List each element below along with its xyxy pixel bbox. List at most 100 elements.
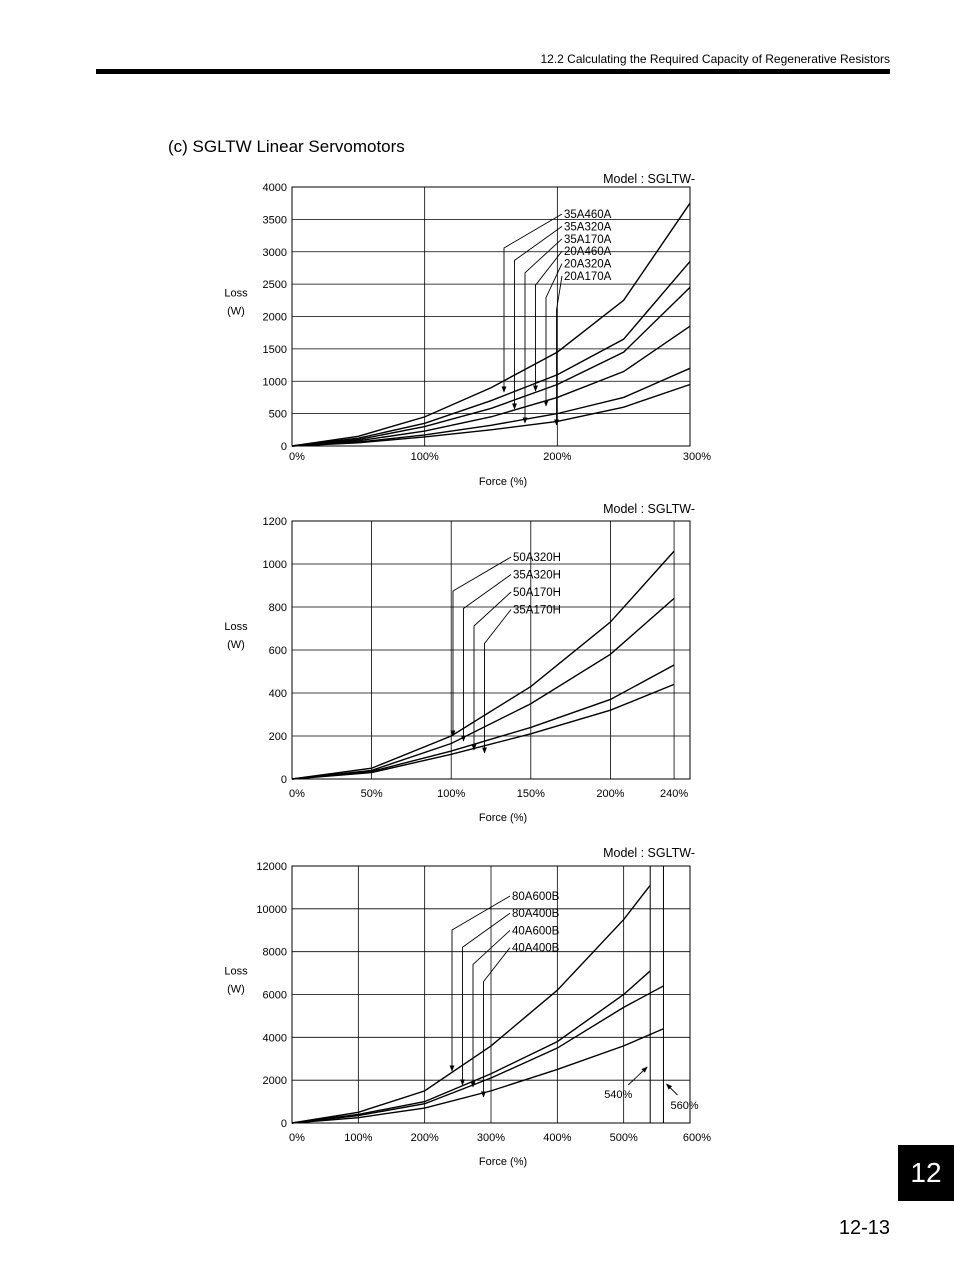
y-axis-label: Loss xyxy=(224,288,248,300)
x-tick-label: 150% xyxy=(517,788,545,800)
series-leader-40A600B xyxy=(470,930,511,1088)
series-label-35A170A: 35A170A xyxy=(564,234,612,246)
y-tick-label: 0 xyxy=(281,1118,287,1130)
series-leader-80A400B xyxy=(459,912,511,1086)
series-line-35A170H xyxy=(291,683,675,780)
x-tick-label: 500% xyxy=(610,1132,638,1144)
series-leader-20A170A xyxy=(553,275,563,426)
y-axis-unit: (W) xyxy=(227,306,245,318)
series-line-80A600B xyxy=(291,884,651,1124)
x-tick-label: 100% xyxy=(344,1132,372,1144)
x-tick-label: 200% xyxy=(596,788,624,800)
y-tick-label: 200 xyxy=(269,731,287,743)
series-leader-35A460A xyxy=(501,213,563,393)
series-line-40A600B xyxy=(291,985,664,1124)
series-label-80A600B: 80A600B xyxy=(512,891,560,903)
series-line-50A320H xyxy=(291,550,675,780)
loss-chart-b-series: 0 2000 4000 6000 8000 10000 12000 0% 100% 200% 300… xyxy=(224,846,711,1168)
page-number: 12-13 xyxy=(838,1217,890,1239)
x-tick-label: 300% xyxy=(477,1132,505,1144)
series-leader-35A170H xyxy=(481,609,512,754)
x-tick-label: 0% xyxy=(289,788,305,800)
series-line-50A170H xyxy=(291,664,675,780)
y-axis-label: Loss xyxy=(224,621,248,633)
y-tick-label: 400 xyxy=(269,688,287,700)
series-line-20A320A xyxy=(291,367,691,447)
series-line-20A170A xyxy=(291,383,691,447)
x-tick-label: 400% xyxy=(543,1132,571,1144)
x-tick-label: 100% xyxy=(411,451,439,463)
series-label-20A170A: 20A170A xyxy=(564,271,612,283)
series-leader-35A170A xyxy=(522,238,563,424)
series-label-35A170H: 35A170H xyxy=(513,605,561,617)
x-tick-label: 0% xyxy=(289,1132,305,1144)
y-tick-label: 0 xyxy=(281,441,287,453)
x-axis-label: Force (%) xyxy=(479,476,527,488)
x-tick-label: 240% xyxy=(660,788,688,800)
plot-frame xyxy=(291,865,691,1124)
model-label: Model : SGLTW- xyxy=(603,172,695,186)
series-label-35A460A: 35A460A xyxy=(564,209,612,221)
x-tick-label: 50% xyxy=(361,788,383,800)
series-label-50A170H: 50A170H xyxy=(513,587,561,599)
y-tick-label: 2500 xyxy=(263,279,287,291)
x-axis-label: Force (%) xyxy=(479,1156,527,1168)
plot-frame xyxy=(291,520,691,780)
series-leader-40A400B xyxy=(480,947,511,1098)
model-label: Model : SGLTW- xyxy=(603,502,695,516)
y-tick-label: 500 xyxy=(269,409,287,421)
series-label-80A400B: 80A400B xyxy=(512,908,560,920)
y-tick-label: 4000 xyxy=(263,1032,287,1044)
y-tick-label: 600 xyxy=(269,645,287,657)
series-line-35A170A xyxy=(291,286,691,447)
model-label: Model : SGLTW- xyxy=(603,846,695,860)
y-tick-label: 1200 xyxy=(263,516,287,528)
series-leader-35A320A xyxy=(511,226,563,410)
y-tick-label: 1500 xyxy=(263,344,287,356)
y-axis-label: Loss xyxy=(224,966,248,978)
series-label-35A320A: 35A320A xyxy=(564,221,612,233)
plot-frame xyxy=(291,186,691,447)
y-tick-label: 0 xyxy=(281,774,287,786)
y-axis-unit: (W) xyxy=(227,984,245,996)
annotation-arrow xyxy=(627,1066,648,1086)
annotation-arrow xyxy=(666,1083,678,1096)
series-label-20A460A: 20A460A xyxy=(564,246,612,258)
series-leader-50A320H xyxy=(450,556,512,737)
y-tick-label: 10000 xyxy=(256,904,287,916)
running-header: 12.2 Calculating the Required Capacity o… xyxy=(540,52,890,66)
series-label-50A320H: 50A320H xyxy=(513,552,561,564)
series-label-40A600B: 40A600B xyxy=(512,925,560,937)
y-tick-label: 12000 xyxy=(256,861,287,873)
loss-chart-a-series: 0 500 1000 1500 2000 2500 3000 3500 4000 0% 100% 20… xyxy=(224,172,711,488)
x-tick-label: 200% xyxy=(543,451,571,463)
y-tick-label: 4000 xyxy=(263,182,287,194)
annotation-label: 540% xyxy=(604,1089,632,1101)
series-leader-20A320A xyxy=(543,263,563,407)
x-tick-label: 0% xyxy=(289,451,305,463)
series-line-20A460A xyxy=(291,325,691,447)
section-title: (c) SGLTW Linear Servomotors xyxy=(168,137,405,156)
x-axis-label: Force (%) xyxy=(479,812,527,824)
series-line-35A320A xyxy=(291,261,691,447)
series-line-35A320H xyxy=(291,597,675,780)
header-rule xyxy=(96,69,890,74)
series-line-35A460A xyxy=(291,202,691,447)
x-tick-label: 200% xyxy=(411,1132,439,1144)
y-tick-label: 8000 xyxy=(263,947,287,959)
series-label-20A320A: 20A320A xyxy=(564,259,612,271)
series-line-80A400B xyxy=(291,970,651,1124)
loss-chart-h-series: 0 200 400 600 800 1000 1200 0% 50% 100% 150% 200% 24… xyxy=(224,502,695,824)
y-tick-label: 3500 xyxy=(263,214,287,226)
y-tick-label: 1000 xyxy=(263,376,287,388)
series-leader-50A170H xyxy=(471,591,512,751)
x-tick-label: 600% xyxy=(683,1132,711,1144)
y-tick-label: 2000 xyxy=(263,312,287,324)
series-label-40A400B: 40A400B xyxy=(512,943,560,955)
annotation-label: 560% xyxy=(670,1100,698,1112)
series-label-35A320H: 35A320H xyxy=(513,570,561,582)
y-tick-label: 1000 xyxy=(263,559,287,571)
chapter-tab: 12 xyxy=(898,1145,954,1201)
y-tick-label: 800 xyxy=(269,602,287,614)
y-tick-label: 2000 xyxy=(263,1075,287,1087)
